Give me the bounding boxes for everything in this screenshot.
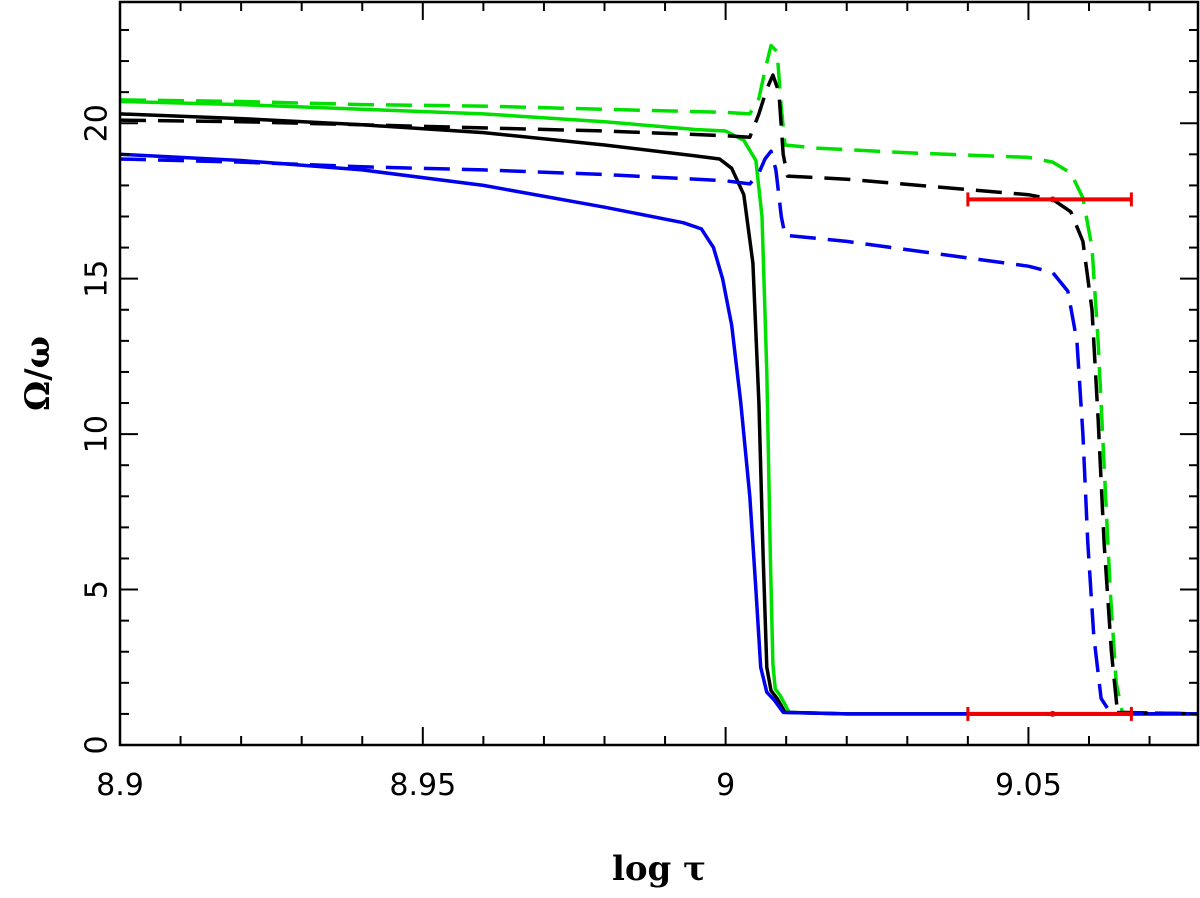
x-tick-label: 9 bbox=[716, 768, 735, 803]
y-axis-label: Ω/ω bbox=[18, 336, 58, 411]
errorbar-layer bbox=[966, 192, 1133, 721]
error-bar-point bbox=[1049, 196, 1056, 203]
series-line-6-dashed bbox=[119, 149, 1199, 716]
x-tick-label: 8.95 bbox=[389, 768, 456, 803]
series-line-5-dashed bbox=[119, 73, 1199, 716]
series-line-3-solid bbox=[119, 152, 1198, 716]
y-tick-label: 0 bbox=[80, 735, 115, 754]
error-bar-1 bbox=[966, 192, 1133, 207]
error-bar-2 bbox=[966, 706, 1133, 721]
ticks-layer bbox=[119, 2, 1198, 746]
series-line-1-solid bbox=[119, 99, 1198, 716]
plot-frame bbox=[118, 0, 1200, 747]
tick-label-layer: 8.9 8.95 9 9.05 0 5 10 15 20 bbox=[80, 104, 1062, 803]
x-axis-label: log τ bbox=[612, 849, 706, 889]
y-tick-label: 20 bbox=[80, 104, 115, 142]
y-tick-label: 10 bbox=[80, 415, 115, 453]
series-line-4-dashed bbox=[119, 43, 1199, 716]
x-tick-label: 8.9 bbox=[96, 768, 144, 803]
y-tick-label: 5 bbox=[80, 580, 115, 599]
error-bar-point bbox=[1049, 710, 1056, 717]
series-line-2-solid bbox=[119, 112, 1198, 716]
y-tick-label: 15 bbox=[80, 260, 115, 298]
series-layer bbox=[119, 43, 1199, 716]
x-tick-label: 9.05 bbox=[995, 768, 1062, 803]
